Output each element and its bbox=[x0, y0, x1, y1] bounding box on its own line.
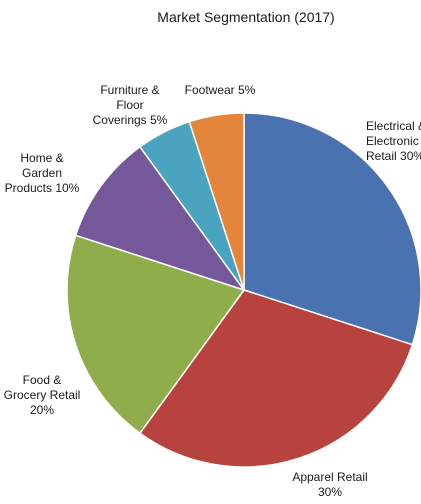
slice-label: Furniture & Floor Coverings 5% bbox=[93, 83, 168, 127]
slice-label: Electrical & Electronic Retail 30% bbox=[366, 119, 421, 163]
slice-label: Food & Grocery Retail 20% bbox=[4, 373, 81, 417]
pie-slice bbox=[138, 289, 414, 468]
slice-label: Home & Garden Products 10% bbox=[5, 151, 80, 195]
slice-labels: Electrical & Electronic Retail 30% Apparel … bbox=[4, 83, 421, 499]
pie-slices bbox=[66, 112, 421, 468]
slice-label: Apparel Retail 30% bbox=[292, 470, 367, 499]
pie-slice bbox=[188, 112, 245, 291]
slice-label: Footwear 5% bbox=[185, 83, 256, 97]
pie-slice bbox=[243, 112, 421, 346]
pie-slice bbox=[74, 145, 246, 292]
pie-slice bbox=[66, 234, 246, 435]
chart-title: Market Segmentation (2017) bbox=[157, 9, 334, 25]
